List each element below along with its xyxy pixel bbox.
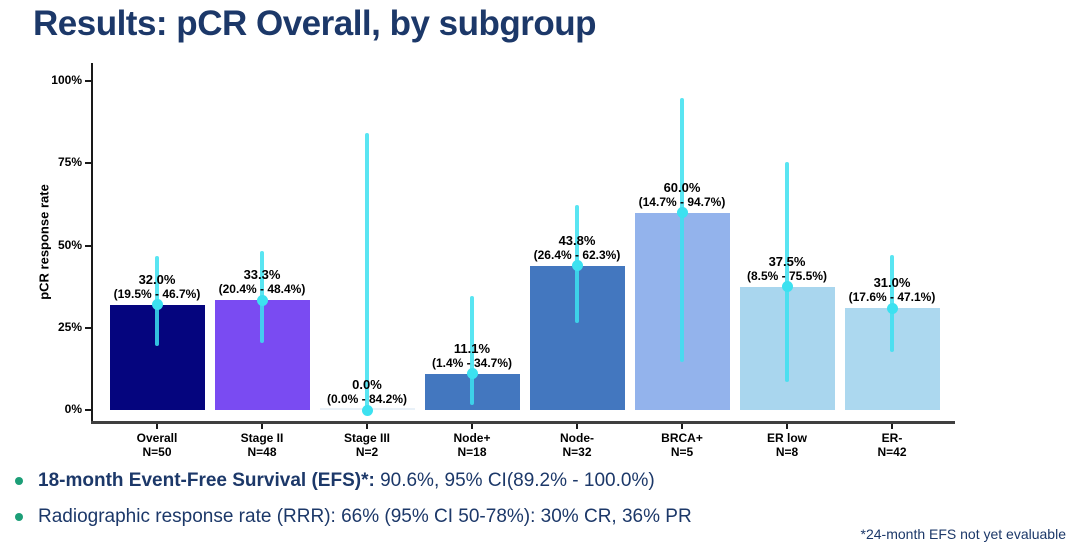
y-tick-label: 25% [57,319,82,334]
bar-labels: 43.8% (26.4% - 62.3%) [492,233,662,262]
y-tick [85,244,91,247]
point-marker [886,302,898,314]
x-tick [786,424,788,429]
point-marker [466,368,478,379]
x-tick [366,424,368,429]
value-label: 33.3% [243,267,281,283]
y-tick-label: 50% [57,237,82,252]
bullet-efs-bold-text: 18-month Event-Free Survival (EFS)*: [38,470,375,491]
bullet-efs: 18-month Event-Free Survival (EFS)*: 90.… [0,470,1080,492]
y-tick [85,80,91,82]
ci-label: (0.0% - 84.2%) [326,392,408,406]
ci-label: (20.4% - 48.4%) [218,282,306,297]
x-tick-label: Overall N=50 [136,431,178,459]
ci-label: (1.4% - 34.7%) [431,355,513,370]
x-tick-label: ER low N=8 [766,431,807,459]
point-marker [151,299,163,311]
y-tick-label: 75% [57,155,82,170]
x-tick-label: Stage III N=2 [343,431,390,459]
point-marker [361,404,373,416]
point-marker [781,281,793,293]
bullet-list: 18-month Event-Free Survival (EFS)*: 90.… [0,470,1080,542]
value-label: 11.1% [453,340,491,356]
x-tick-label: BRCA+ N=5 [661,431,703,459]
y-tick [85,326,91,329]
y-tick [85,409,91,411]
page-title: Results: pCR Overall, by subgroup [33,4,597,43]
bullet-rrr-value-text: Radiographic response rate (RRR): 66% (9… [38,506,692,527]
y-tick-label: 0% [64,402,82,416]
error-bar [785,161,789,382]
bullet-dot-icon [15,513,23,521]
point-marker [571,260,583,272]
x-tick [471,424,473,429]
value-label: 31.0% [873,275,911,290]
bullet-dot-icon [15,477,23,485]
ci-label: (19.5% - 46.7%) [113,286,201,301]
error-bar [680,98,684,362]
ci-label: (17.6% - 47.1%) [848,290,936,304]
bullet-efs-value-text: 90.6%, 95% CI(89.2% - 100.0%) [374,470,655,491]
footnote: *24-month EFS not yet evaluable [860,526,1066,542]
bar-labels: 11.1% (1.4% - 34.7%) [387,341,557,370]
ci-label: (26.4% - 62.3%) [533,247,621,262]
ci-label: (14.7% - 94.7%) [638,194,726,209]
bar-labels: 32.0% (19.5% - 46.7%) [72,272,242,301]
value-label: 32.0% [138,271,176,287]
x-tick-label: Stage II N=48 [240,431,284,459]
error-bar [470,295,474,406]
x-axis-line [91,421,955,424]
value-label: 43.8% [558,232,596,248]
x-tick-label: Node- N=32 [560,431,594,459]
value-label: 37.5% [768,253,806,269]
value-label: 60.0% [663,179,701,195]
bar-labels: 37.5% (8.5% - 75.5%) [702,254,872,283]
x-tick-label: ER- N=42 [877,431,907,459]
point-marker [256,294,268,306]
x-tick [681,424,683,429]
error-bar [365,133,369,410]
x-tick [891,424,893,429]
x-tick [156,424,158,429]
x-tick [261,424,263,429]
bar-labels: 60.0% (14.7% - 94.7%) [597,180,767,209]
x-tick-label: Node+ N=18 [453,431,491,459]
x-tick [576,424,578,429]
value-label: 0.0% [352,377,382,392]
point-marker [676,207,688,219]
ci-label: (8.5% - 75.5%) [746,268,828,283]
y-axis-line [91,63,93,424]
bar-labels: 0.0% (0.0% - 84.2%) [282,377,452,406]
bullet-rrr: Radiographic response rate (RRR): 66% (9… [0,506,1080,528]
y-tick-label: 100% [51,73,82,87]
y-tick [85,162,91,165]
bar-labels: 31.0% (17.6% - 47.1%) [807,275,977,304]
bar-labels: 33.3% (20.4% - 48.4%) [177,267,347,296]
